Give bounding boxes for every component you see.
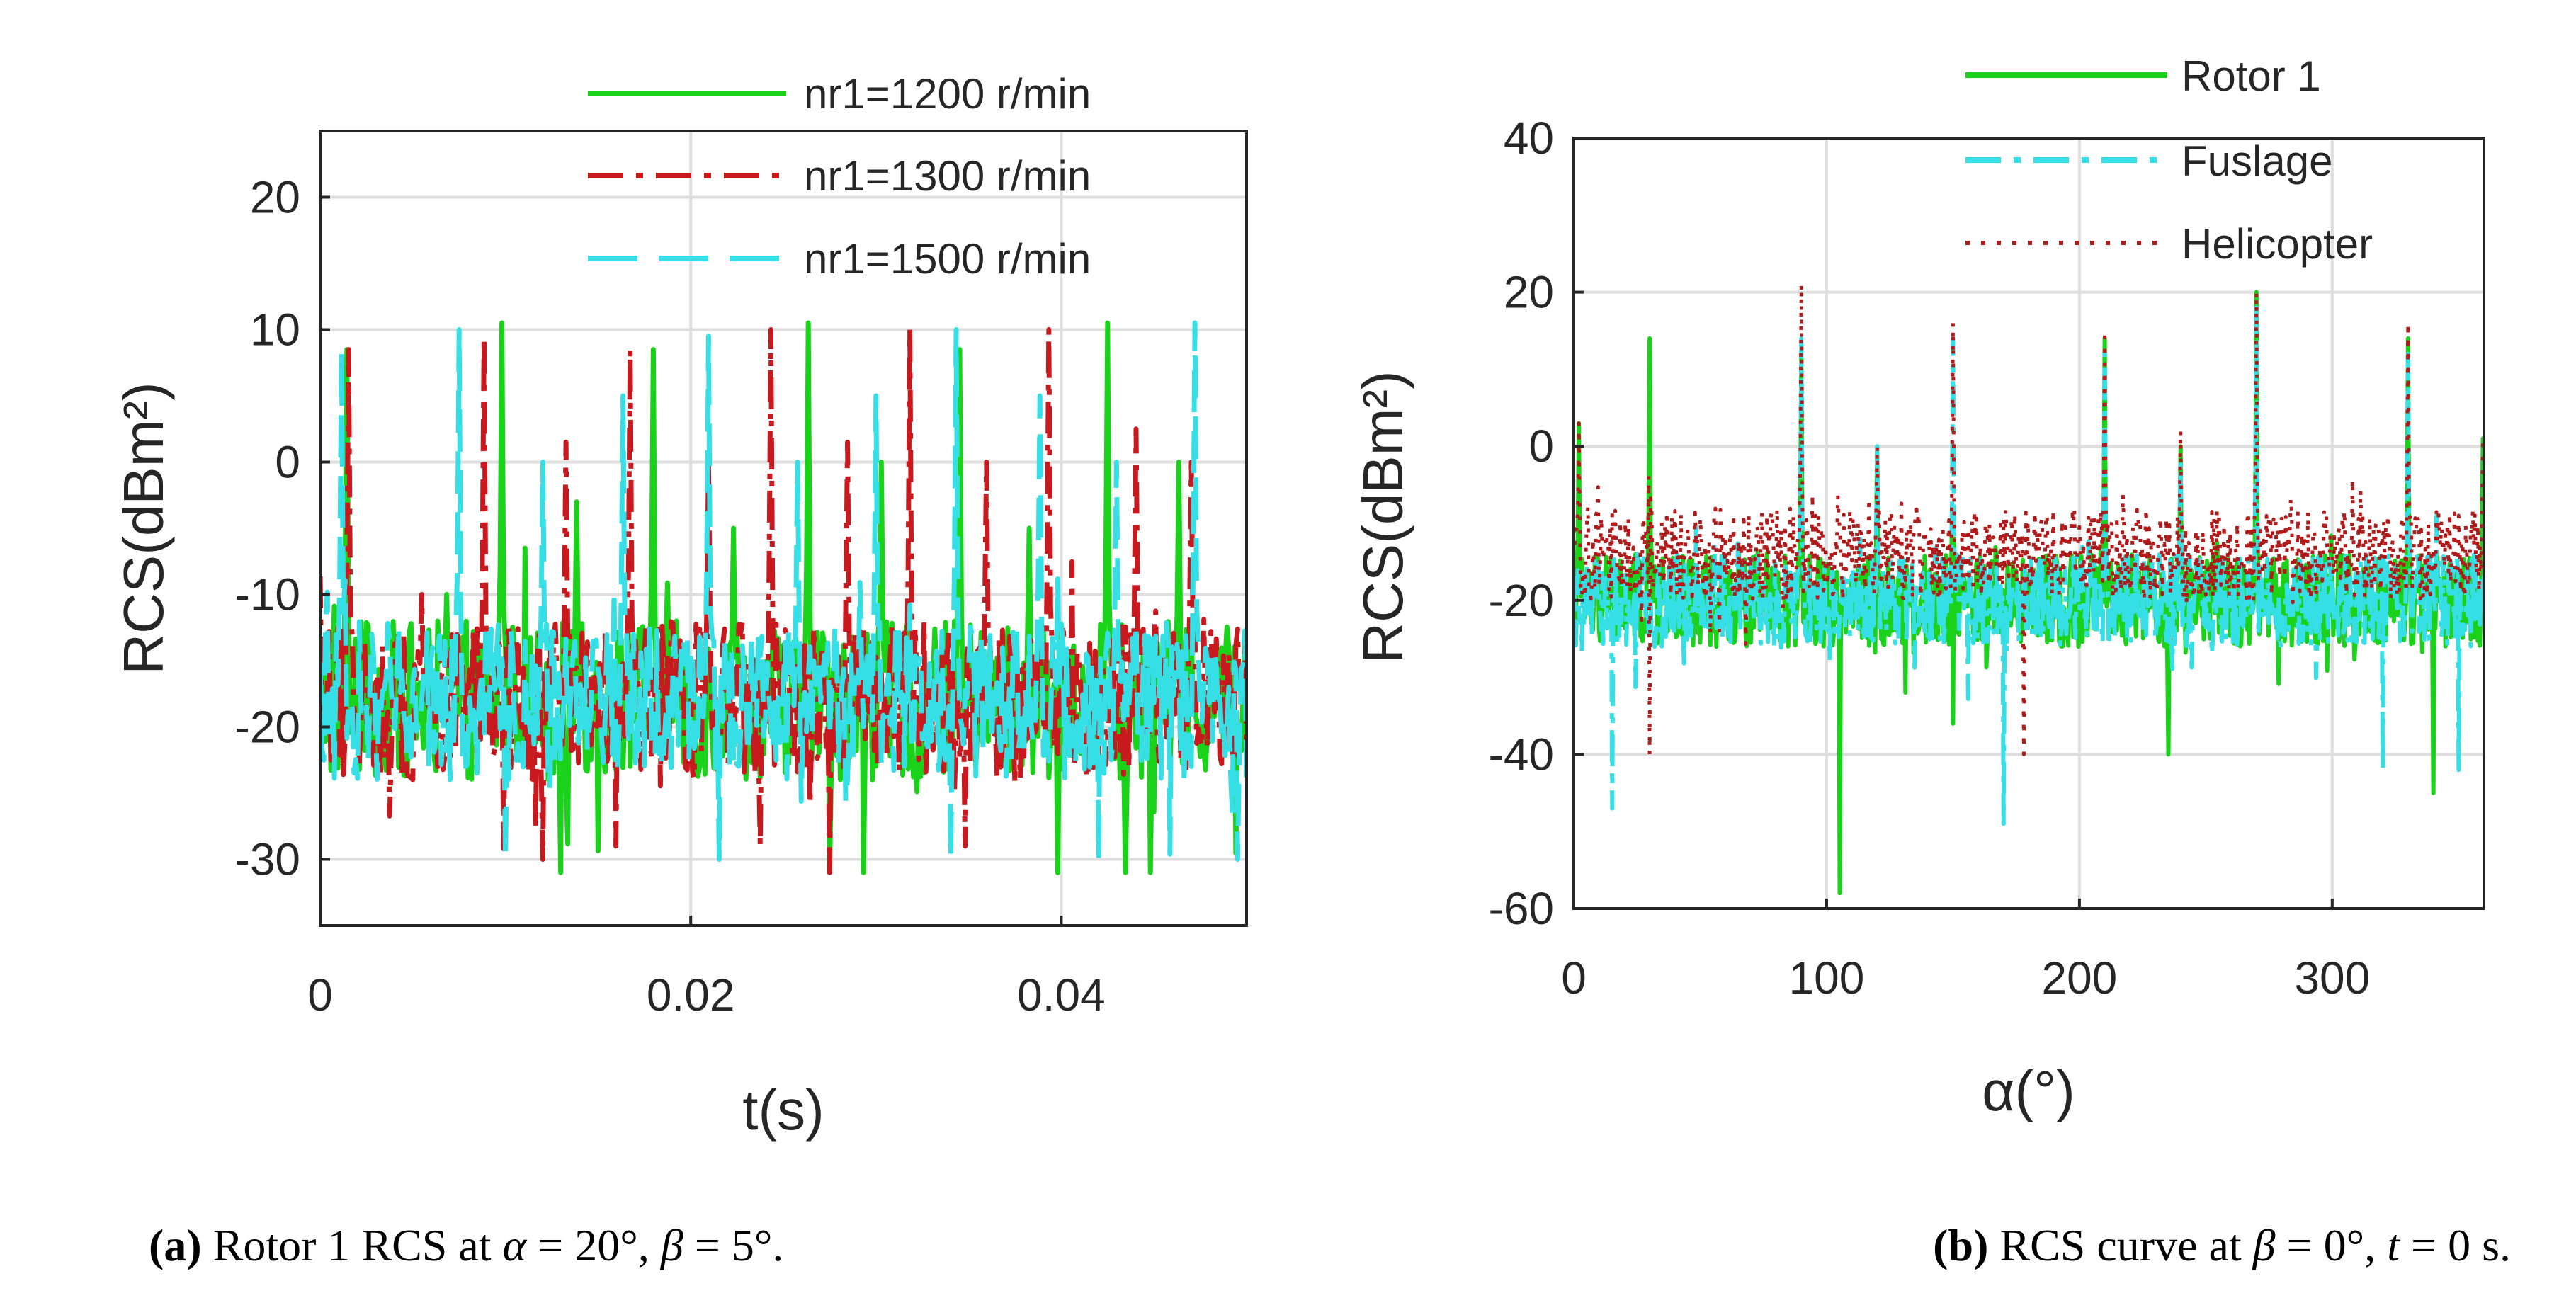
caption-b-beta-value: = 0°, bbox=[2276, 1220, 2388, 1270]
chart-b-y-tick-label: 40 bbox=[1504, 113, 1554, 164]
caption-b-prefix: RCS curve at bbox=[1988, 1220, 2252, 1270]
chart-a-legend-label-1200: nr1=1200 r/min bbox=[804, 70, 1091, 118]
chart-a-plot-area bbox=[320, 131, 1247, 926]
chart-b-y-tick-label: 0 bbox=[1528, 421, 1554, 472]
chart-b-legend-label-rotor: Rotor 1 bbox=[2181, 52, 2321, 100]
caption-a-beta-value: = 5°. bbox=[683, 1220, 784, 1270]
chart-b-legend-label-fuslage: Fuslage bbox=[2181, 137, 2332, 185]
caption-a-alpha: α bbox=[503, 1220, 528, 1270]
chart-b-legend-label-helicopter: Helicopter bbox=[2181, 220, 2373, 268]
chart-b-x-ticks: 0 100 200 300 bbox=[1561, 899, 2370, 1003]
caption-a-prefix: Rotor 1 RCS at bbox=[202, 1220, 503, 1270]
chart-a-x-tick-label: 0 bbox=[307, 969, 333, 1020]
chart-a-y-axis-label: RCS(dBm²) bbox=[112, 382, 175, 674]
chart-b-legend: Rotor 1 Fuslage Helicopter bbox=[1965, 52, 2373, 268]
chart-a-series-2 bbox=[320, 320, 1247, 862]
chart-a-y-tick-label: -10 bbox=[235, 569, 301, 620]
chart-a-legend-label-1500: nr1=1500 r/min bbox=[804, 235, 1091, 283]
chart-b-x-tick-label: 200 bbox=[2041, 952, 2117, 1003]
chart-b: -60 -40 -20 0 20 40 0 100 200 300 α(°) RCS(dBm²)… bbox=[1351, 52, 2485, 1122]
caption-a-tag: (a) bbox=[149, 1220, 202, 1270]
chart-b-y-axis-label: RCS(dBm²) bbox=[1351, 370, 1414, 663]
chart-a-y-tick-label: -30 bbox=[235, 834, 301, 885]
chart-a-x-ticks: 0 0.02 0.04 bbox=[307, 916, 1106, 1020]
chart-b-x-tick-label: 0 bbox=[1561, 952, 1587, 1003]
caption-b: (b) RCS curve at β = 0°, t = 0 s. bbox=[1933, 1220, 2511, 1270]
chart-b-y-tick-label: 20 bbox=[1504, 267, 1554, 318]
caption-b-t: t bbox=[2387, 1220, 2401, 1270]
chart-a-y-tick-label: 10 bbox=[250, 304, 300, 355]
chart-a-y-ticks: -30 -20 -10 0 10 20 bbox=[235, 172, 330, 885]
chart-b-series-1 bbox=[1574, 305, 2484, 826]
chart-a-y-tick-label: 20 bbox=[250, 172, 300, 223]
chart-a-series bbox=[320, 320, 1247, 875]
chart-a-legend: nr1=1200 r/min nr1=1300 r/min nr1=1500 r… bbox=[588, 70, 1091, 283]
chart-b-x-tick-label: 300 bbox=[2294, 952, 2370, 1003]
chart-a-y-tick-label: 0 bbox=[275, 437, 300, 488]
chart-a-frame bbox=[319, 130, 1248, 927]
chart-b-frame bbox=[1572, 137, 2485, 910]
chart-a-y-tick-label: -20 bbox=[235, 702, 301, 753]
caption-a: (a) Rotor 1 RCS at α = 20°, β = 5°. bbox=[149, 1220, 783, 1270]
chart-b-y-tick-label: -40 bbox=[1489, 729, 1555, 780]
chart-a-x-tick-label: 0.02 bbox=[647, 969, 735, 1020]
chart-b-y-ticks: -60 -40 -20 0 20 40 bbox=[1489, 113, 1584, 934]
chart-b-y-tick-label: -20 bbox=[1489, 575, 1555, 626]
chart-b-x-tick-label: 100 bbox=[1789, 952, 1865, 1003]
chart-b-x-axis-label: α(°) bbox=[1982, 1059, 2075, 1122]
chart-a-legend-label-1300: nr1=1300 r/min bbox=[804, 152, 1091, 200]
chart-a-x-axis-label: t(s) bbox=[742, 1078, 824, 1142]
caption-b-t-value: = 0 s. bbox=[2400, 1220, 2511, 1270]
chart-b-y-tick-label: -60 bbox=[1489, 883, 1555, 934]
caption-a-alpha-value: = 20°, bbox=[526, 1220, 661, 1270]
chart-b-series bbox=[1574, 283, 2484, 896]
caption-b-beta: β bbox=[2252, 1220, 2276, 1270]
chart-a-x-tick-label: 0.04 bbox=[1017, 969, 1106, 1020]
caption-a-beta: β bbox=[659, 1220, 683, 1270]
caption-b-tag: (b) bbox=[1933, 1220, 1988, 1270]
chart-b-gridlines bbox=[1574, 138, 2484, 909]
